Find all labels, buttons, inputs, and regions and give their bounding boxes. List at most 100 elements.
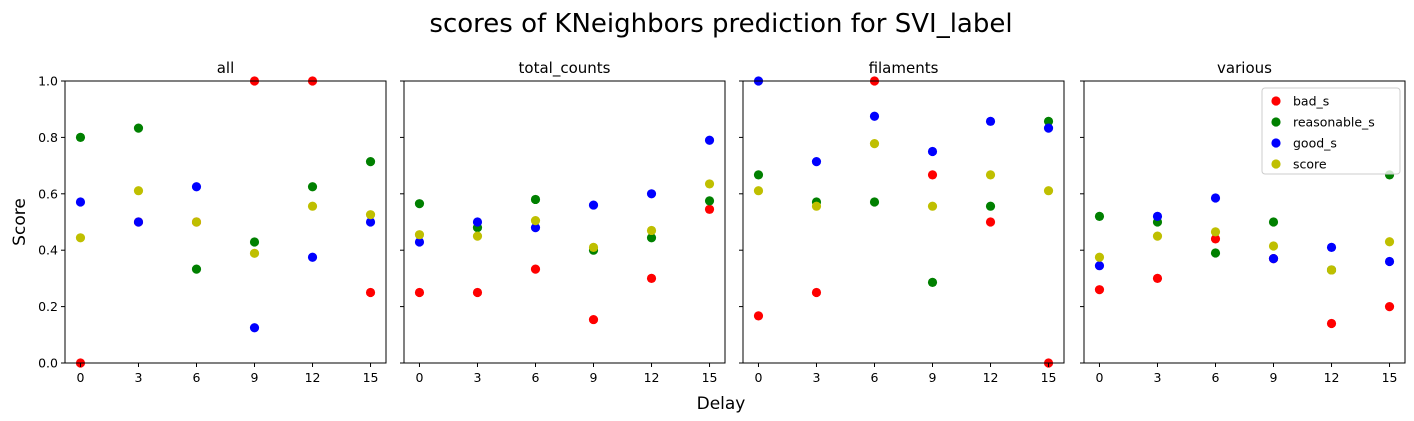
x-tick-label: 15: [702, 370, 718, 385]
point-reasonable_s: [704, 196, 715, 206]
x-tick-label: 3: [813, 370, 821, 385]
plot-area: [403, 80, 726, 364]
panel-all: all 0 3 6 9 12 15 0.0 0.2 0.4 0.6 0.8 1.0: [38, 59, 387, 385]
x-tick-label: 9: [590, 370, 598, 385]
point-bad_s: [472, 287, 483, 298]
point-score: [1326, 265, 1337, 275]
point-score: [414, 230, 425, 240]
point-good_s: [927, 146, 938, 157]
point-bad_s: [530, 264, 541, 274]
point-bad_s: [1384, 302, 1395, 312]
x-axis-label: Delay: [697, 394, 746, 414]
point-reasonable_s: [307, 182, 318, 192]
point-reasonable_s: [530, 194, 541, 205]
point-score: [985, 170, 996, 180]
point-good_s: [1152, 211, 1163, 221]
panel-title: all: [217, 59, 235, 77]
point-good_s: [1268, 254, 1279, 264]
point-score: [927, 201, 938, 211]
point-good_s: [133, 217, 144, 227]
panel-total_counts: total_counts 0 3 6 9 12 15: [400, 59, 726, 385]
x-tick-label: 12: [1324, 370, 1340, 385]
panel-title: filaments: [869, 59, 939, 77]
x-tick-label: 9: [1270, 370, 1278, 385]
point-reasonable_s: [1094, 211, 1105, 221]
point-score: [307, 201, 318, 211]
point-score: [869, 139, 880, 149]
y-tick-label: 0.2: [38, 299, 58, 314]
y-tick-label: 0.8: [38, 130, 58, 145]
point-good_s: [365, 217, 376, 227]
point-good_s: [414, 237, 425, 247]
x-tick-label: 12: [644, 370, 660, 385]
x-tick-label: 12: [983, 370, 999, 385]
x-tick-label: 12: [305, 370, 321, 385]
point-bad_s: [414, 287, 425, 298]
point-bad_s: [646, 273, 657, 283]
point-good_s: [869, 111, 880, 121]
point-good_s: [472, 217, 483, 227]
point-good_s: [1326, 242, 1337, 252]
point-score: [249, 248, 260, 258]
x-tick-label: 0: [415, 370, 423, 385]
point-good_s: [75, 197, 86, 207]
point-bad_s: [985, 217, 996, 227]
x-tick-label: 3: [135, 370, 143, 385]
point-score: [1268, 241, 1279, 251]
y-tick-label: 0.6: [38, 186, 58, 201]
x-tick-label: 15: [1041, 370, 1057, 385]
point-reasonable_s: [191, 264, 202, 274]
point-score: [1043, 186, 1054, 196]
point-score: [1210, 227, 1221, 237]
point-bad_s: [704, 204, 715, 214]
x-tick-label: 9: [929, 370, 937, 385]
panel-filaments: filaments 0 3 6 9 12 15: [739, 59, 1065, 385]
panel-title: various: [1217, 59, 1272, 77]
x-tick-label: 15: [363, 370, 379, 385]
point-score: [1384, 237, 1395, 247]
point-good_s: [646, 189, 657, 199]
panel-various: various 0 3 6 9 12 15 bad_s reasonable_s good_ssc…: [1080, 59, 1406, 385]
point-reasonable_s: [249, 237, 260, 247]
legend-label-good_s: good_s: [1293, 136, 1337, 151]
point-reasonable_s: [133, 123, 144, 133]
plot-area: [64, 80, 387, 364]
point-bad_s: [811, 287, 822, 298]
point-score: [75, 233, 86, 243]
point-score: [588, 242, 599, 252]
point-good_s: [1210, 193, 1221, 203]
point-bad_s: [753, 311, 764, 321]
point-score: [472, 231, 483, 241]
point-reasonable_s: [1210, 248, 1221, 258]
point-reasonable_s: [1268, 217, 1279, 227]
point-score: [530, 215, 541, 226]
x-tick-label: 6: [532, 370, 540, 385]
point-good_s: [1384, 256, 1395, 267]
y-tick-label: 1.0: [38, 74, 58, 89]
plot-area: [742, 80, 1065, 364]
point-good_s: [1043, 123, 1054, 133]
x-tick-label: 0: [1095, 370, 1103, 385]
point-score: [753, 186, 764, 196]
point-score: [646, 225, 657, 236]
point-score: [191, 217, 202, 227]
point-bad_s: [588, 314, 599, 325]
point-bad_s: [1326, 318, 1337, 329]
x-tick-label: 15: [1382, 370, 1398, 385]
x-tick-label: 9: [251, 370, 259, 385]
legend-marker-bad_s: [1271, 96, 1281, 106]
point-good_s: [1094, 261, 1105, 271]
x-tick-label: 6: [1212, 370, 1220, 385]
point-bad_s: [1210, 234, 1221, 244]
legend-label-bad_s: bad_s: [1293, 94, 1329, 109]
point-good_s: [249, 323, 260, 333]
point-score: [1152, 231, 1163, 241]
point-score: [133, 186, 144, 196]
point-good_s: [704, 135, 715, 145]
legend-marker-score: [1271, 159, 1281, 169]
figure-title: scores of KNeighbors prediction for SVI_…: [429, 9, 1012, 39]
point-reasonable_s: [646, 233, 657, 243]
chart-panels: all 0 3 6 9 12 15 0.0 0.2 0.4 0.6 0.8 1.0 total_count…: [38, 59, 1406, 385]
point-reasonable_s: [414, 199, 425, 209]
point-good_s: [191, 182, 202, 192]
